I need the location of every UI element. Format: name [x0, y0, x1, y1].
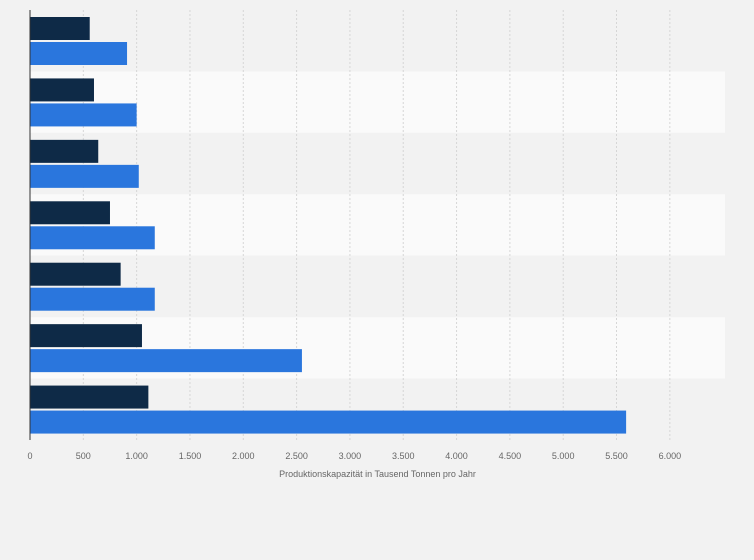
- x-tick-label: 500: [76, 451, 91, 461]
- x-tick-label: 4.000: [445, 451, 468, 461]
- x-tick-label: 0: [27, 451, 32, 461]
- x-tick-label: 5.500: [605, 451, 628, 461]
- row-band: [30, 71, 725, 133]
- bar: [30, 287, 155, 311]
- bar: [30, 262, 121, 286]
- bar: [30, 17, 90, 40]
- bar: [30, 78, 94, 102]
- x-tick-label: 3.500: [392, 451, 415, 461]
- x-tick-label: 3.000: [339, 451, 362, 461]
- bar: [30, 226, 155, 250]
- x-tick-label: 1.500: [179, 451, 202, 461]
- bar: [30, 385, 149, 409]
- x-tick-label: 4.500: [499, 451, 522, 461]
- x-axis-title: Produktionskapazität in Tausend Tonnen p…: [279, 469, 476, 479]
- row-bands: [30, 10, 725, 440]
- row-band: [30, 132, 725, 195]
- bar: [30, 42, 128, 65]
- x-tick-label: 2.000: [232, 451, 255, 461]
- bar: [30, 139, 99, 163]
- x-tick-label: 6.000: [659, 451, 682, 461]
- bar: [30, 164, 139, 188]
- bar: [30, 103, 137, 127]
- x-tick-label: 2.500: [285, 451, 308, 461]
- bar: [30, 201, 110, 225]
- x-tick-labels: 0 500 1.000 1.500 2.000 2.500 3.000 3.500 4.000 4…: [27, 451, 681, 461]
- bar: [30, 349, 302, 373]
- bar: [30, 324, 142, 348]
- x-tick-label: 1.000: [125, 451, 148, 461]
- row-band: [30, 10, 725, 72]
- x-tick-label: 5.000: [552, 451, 575, 461]
- bar: [30, 410, 627, 434]
- bars: [30, 17, 627, 434]
